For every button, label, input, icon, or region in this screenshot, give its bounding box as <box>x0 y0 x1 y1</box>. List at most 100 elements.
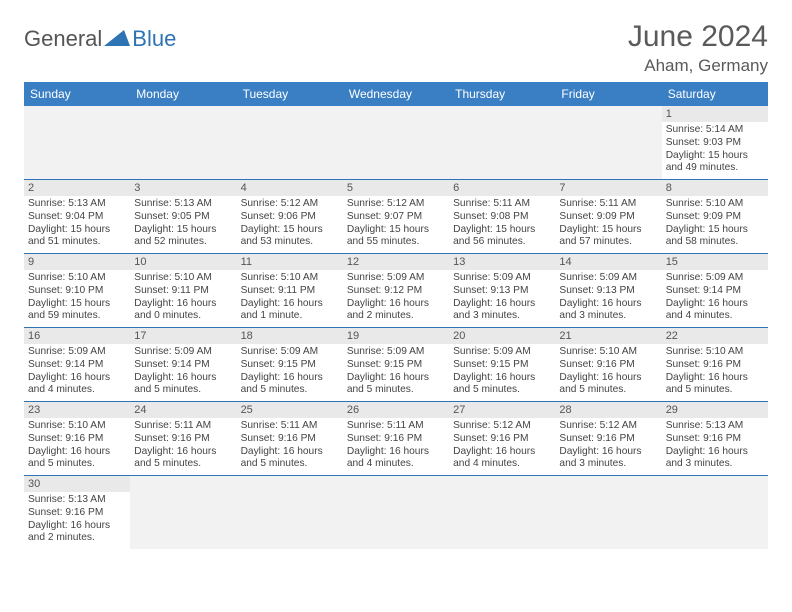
calendar-cell: 7Sunrise: 5:11 AMSunset: 9:09 PMDaylight… <box>555 180 661 254</box>
day-details: Sunrise: 5:12 AMSunset: 9:07 PMDaylight:… <box>347 198 445 249</box>
day-number: 29 <box>662 402 768 418</box>
day-details: Sunrise: 5:09 AMSunset: 9:14 PMDaylight:… <box>28 346 126 397</box>
day-details: Sunrise: 5:11 AMSunset: 9:16 PMDaylight:… <box>241 420 339 471</box>
weekday-header: Monday <box>130 82 236 106</box>
day-details: Sunrise: 5:10 AMSunset: 9:11 PMDaylight:… <box>134 272 232 323</box>
day-details: Sunrise: 5:09 AMSunset: 9:15 PMDaylight:… <box>453 346 551 397</box>
weekday-header: Saturday <box>662 82 768 106</box>
location: Aham, Germany <box>628 56 768 76</box>
calendar-table: SundayMondayTuesdayWednesdayThursdayFrid… <box>24 82 768 549</box>
calendar-cell: 28 Sunrise: 5:12 AMSunset: 9:16 PMDayligh… <box>555 402 661 476</box>
day-number: 13 <box>449 254 555 270</box>
calendar-cell: 13 Sunrise: 5:09 AMSunset: 9:13 PMDayligh… <box>449 254 555 328</box>
day-number: 27 <box>449 402 555 418</box>
calendar-cell: 27 Sunrise: 5:12 AMSunset: 9:16 PMDayligh… <box>449 402 555 476</box>
calendar-cell <box>449 476 555 550</box>
calendar-cell <box>24 106 130 180</box>
day-number: 22 <box>662 328 768 344</box>
calendar-cell: 21 Sunrise: 5:10 AMSunset: 9:16 PMDayligh… <box>555 328 661 402</box>
calendar-cell: 11Sunrise: 5:10 AMSunset: 9:11 PMDayligh… <box>237 254 343 328</box>
day-number: 28 <box>555 402 661 418</box>
day-number: 2 <box>24 180 130 196</box>
day-details: Sunrise: 5:13 AMSunset: 9:16 PMDaylight:… <box>666 420 764 471</box>
day-details: Sunrise: 5:10 AMSunset: 9:16 PMDaylight:… <box>666 346 764 397</box>
logo-text-blue: Blue <box>132 26 176 52</box>
day-number: 1 <box>662 106 768 122</box>
day-number: 7 <box>555 180 661 196</box>
day-details: Sunrise: 5:09 AMSunset: 9:13 PMDaylight:… <box>453 272 551 323</box>
calendar-cell: 4 Sunrise: 5:12 AMSunset: 9:06 PMDaylight… <box>237 180 343 254</box>
calendar-cell: 15 Sunrise: 5:09 AMSunset: 9:14 PMDayligh… <box>662 254 768 328</box>
weekday-header: Wednesday <box>343 82 449 106</box>
day-number: 17 <box>130 328 236 344</box>
calendar-cell: 1 Sunrise: 5:14 AMSunset: 9:03 PMDaylight… <box>662 106 768 180</box>
calendar-cell: 18Sunrise: 5:09 AMSunset: 9:15 PMDayligh… <box>237 328 343 402</box>
calendar-cell: 30 Sunrise: 5:13 AMSunset: 9:16 PMDayligh… <box>24 476 130 550</box>
day-number: 5 <box>343 180 449 196</box>
day-details: Sunrise: 5:12 AMSunset: 9:16 PMDaylight:… <box>559 420 657 471</box>
day-number: 21 <box>555 328 661 344</box>
day-details: Sunrise: 5:10 AMSunset: 9:09 PMDaylight:… <box>666 198 764 249</box>
day-number: 14 <box>555 254 661 270</box>
day-number: 9 <box>24 254 130 270</box>
calendar-cell: 8 Sunrise: 5:10 AMSunset: 9:09 PMDaylight… <box>662 180 768 254</box>
weekday-header: Sunday <box>24 82 130 106</box>
logo-text-general: General <box>24 26 102 52</box>
calendar-cell: 17 Sunrise: 5:09 AMSunset: 9:14 PMDayligh… <box>130 328 236 402</box>
day-number: 15 <box>662 254 768 270</box>
day-details: Sunrise: 5:11 AMSunset: 9:16 PMDaylight:… <box>347 420 445 471</box>
calendar-cell <box>237 476 343 550</box>
day-details: Sunrise: 5:11 AMSunset: 9:16 PMDaylight:… <box>134 420 232 471</box>
calendar-cell <box>130 106 236 180</box>
day-number: 20 <box>449 328 555 344</box>
day-number: 3 <box>130 180 236 196</box>
calendar-cell <box>343 476 449 550</box>
day-details: Sunrise: 5:10 AMSunset: 9:16 PMDaylight:… <box>559 346 657 397</box>
day-number: 19 <box>343 328 449 344</box>
calendar-cell: 23Sunrise: 5:10 AMSunset: 9:16 PMDayligh… <box>24 402 130 476</box>
day-details: Sunrise: 5:11 AMSunset: 9:08 PMDaylight:… <box>453 198 551 249</box>
day-number: 4 <box>237 180 343 196</box>
calendar-header-row: SundayMondayTuesdayWednesdayThursdayFrid… <box>24 82 768 106</box>
calendar-cell: 22 Sunrise: 5:10 AMSunset: 9:16 PMDayligh… <box>662 328 768 402</box>
calendar-cell <box>237 106 343 180</box>
day-details: Sunrise: 5:13 AMSunset: 9:05 PMDaylight:… <box>134 198 232 249</box>
page-title: June 2024 <box>628 20 768 54</box>
calendar-cell: 6Sunrise: 5:11 AMSunset: 9:08 PMDaylight… <box>449 180 555 254</box>
day-details: Sunrise: 5:09 AMSunset: 9:14 PMDaylight:… <box>666 272 764 323</box>
day-number: 26 <box>343 402 449 418</box>
calendar-cell: 2 Sunrise: 5:13 AMSunset: 9:04 PMDaylight… <box>24 180 130 254</box>
day-number: 30 <box>24 476 130 492</box>
calendar-cell: 16Sunrise: 5:09 AMSunset: 9:14 PMDayligh… <box>24 328 130 402</box>
day-number: 10 <box>130 254 236 270</box>
calendar-cell: 19 Sunrise: 5:09 AMSunset: 9:15 PMDayligh… <box>343 328 449 402</box>
calendar-cell: 5 Sunrise: 5:12 AMSunset: 9:07 PMDaylight… <box>343 180 449 254</box>
calendar-cell: 20 Sunrise: 5:09 AMSunset: 9:15 PMDayligh… <box>449 328 555 402</box>
calendar-cell <box>343 106 449 180</box>
day-details: Sunrise: 5:12 AMSunset: 9:06 PMDaylight:… <box>241 198 339 249</box>
weekday-header: Friday <box>555 82 661 106</box>
day-details: Sunrise: 5:09 AMSunset: 9:12 PMDaylight:… <box>347 272 445 323</box>
calendar-cell: 14 Sunrise: 5:09 AMSunset: 9:13 PMDayligh… <box>555 254 661 328</box>
day-details: Sunrise: 5:10 AMSunset: 9:11 PMDaylight:… <box>241 272 339 323</box>
day-number: 25 <box>237 402 343 418</box>
day-details: Sunrise: 5:09 AMSunset: 9:13 PMDaylight:… <box>559 272 657 323</box>
calendar-cell: 29 Sunrise: 5:13 AMSunset: 9:16 PMDayligh… <box>662 402 768 476</box>
day-details: Sunrise: 5:09 AMSunset: 9:15 PMDaylight:… <box>347 346 445 397</box>
day-details: Sunrise: 5:14 AMSunset: 9:03 PMDaylight:… <box>666 124 764 175</box>
day-details: Sunrise: 5:09 AMSunset: 9:14 PMDaylight:… <box>134 346 232 397</box>
calendar-cell <box>662 476 768 550</box>
day-number: 8 <box>662 180 768 196</box>
calendar-cell: 26 Sunrise: 5:11 AMSunset: 9:16 PMDayligh… <box>343 402 449 476</box>
day-details: Sunrise: 5:09 AMSunset: 9:15 PMDaylight:… <box>241 346 339 397</box>
weekday-header: Tuesday <box>237 82 343 106</box>
day-details: Sunrise: 5:13 AMSunset: 9:04 PMDaylight:… <box>28 198 126 249</box>
day-details: Sunrise: 5:12 AMSunset: 9:16 PMDaylight:… <box>453 420 551 471</box>
day-details: Sunrise: 5:10 AMSunset: 9:10 PMDaylight:… <box>28 272 126 323</box>
day-details: Sunrise: 5:13 AMSunset: 9:16 PMDaylight:… <box>28 494 126 545</box>
calendar-cell <box>130 476 236 550</box>
title-block: June 2024 Aham, Germany <box>628 20 768 76</box>
calendar-cell: 12Sunrise: 5:09 AMSunset: 9:12 PMDayligh… <box>343 254 449 328</box>
calendar-cell: 3 Sunrise: 5:13 AMSunset: 9:05 PMDaylight… <box>130 180 236 254</box>
header: General Blue June 2024 Aham, Germany <box>24 20 768 76</box>
